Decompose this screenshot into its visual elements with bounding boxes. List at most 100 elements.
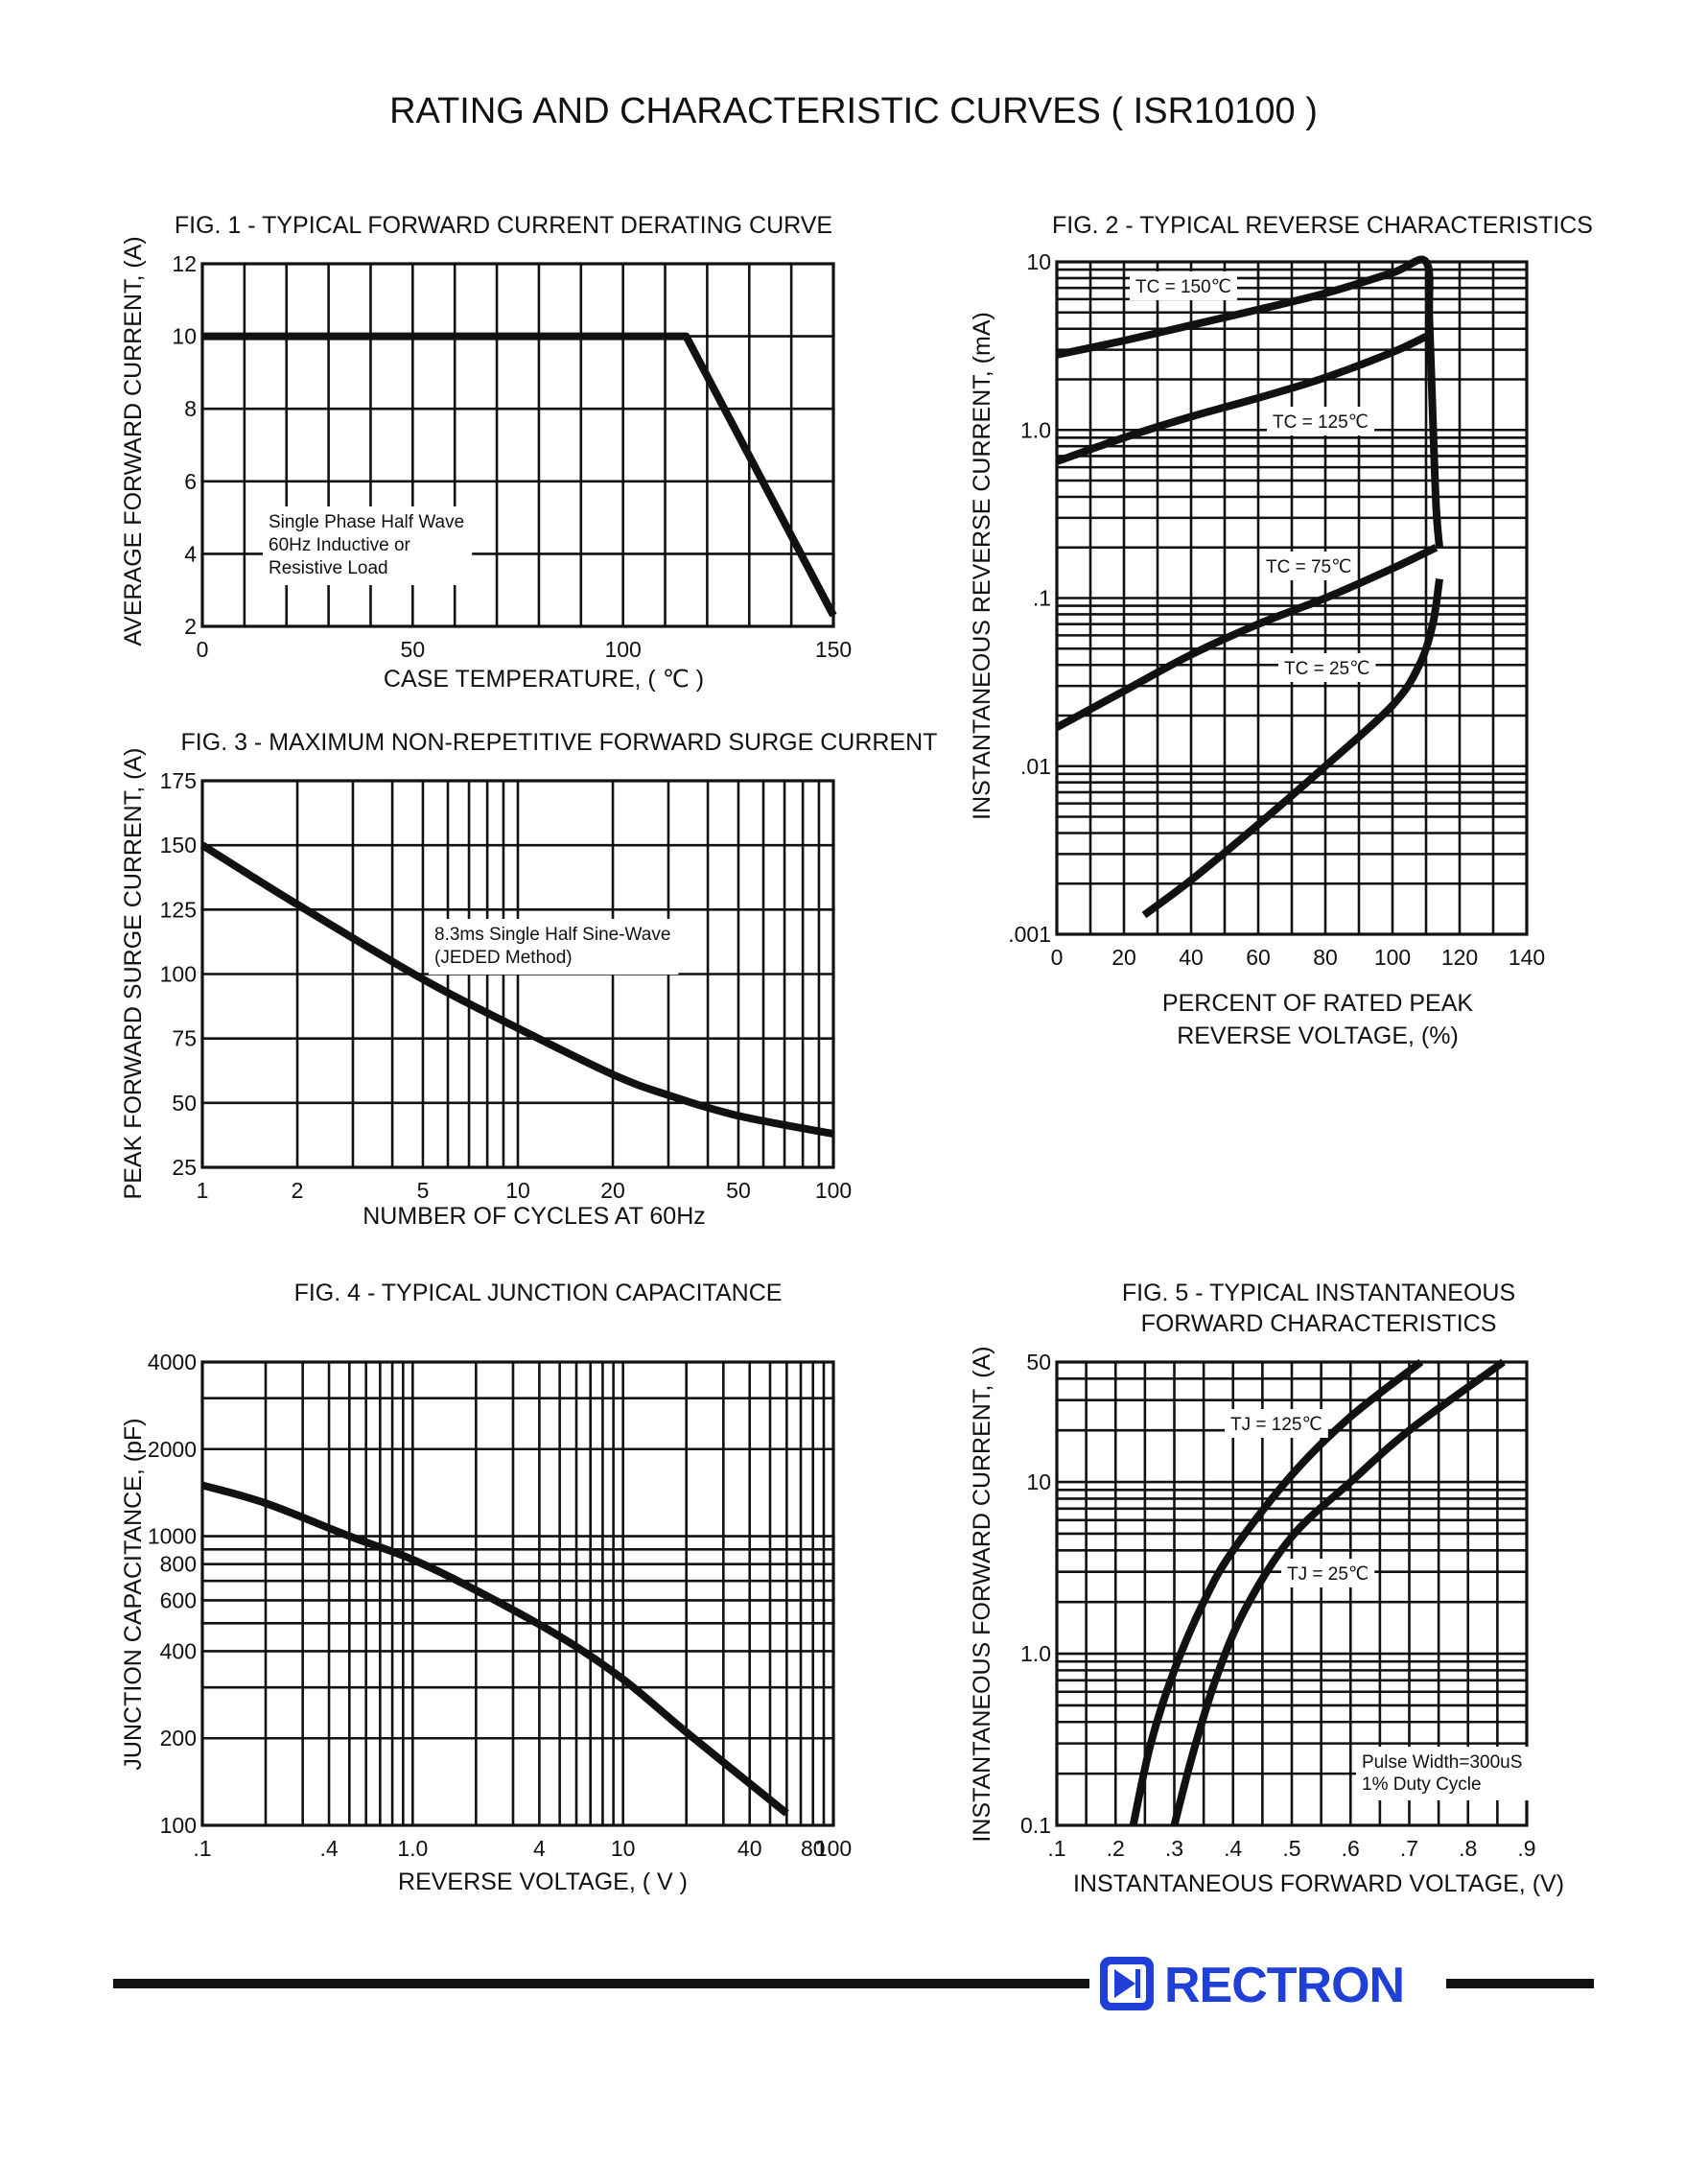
chart-note: 8.3ms Single Half Sine-Wave: [434, 925, 670, 945]
y-tick-label: 125: [160, 897, 197, 922]
y-tick-label: 75: [172, 1026, 197, 1051]
y-tick-label: 2: [184, 614, 197, 639]
y-tick-label: 0.1: [1020, 1813, 1051, 1838]
chart-note: Pulse Width=300uS: [1362, 1752, 1522, 1773]
y-tick-label: 400: [160, 1638, 197, 1663]
series-label: TC = 75℃: [1266, 557, 1351, 577]
plot-frame: [1055, 260, 1529, 936]
chart-title: FIG. 2 - TYPICAL REVERSE CHARACTERISTICS: [1052, 212, 1593, 239]
y-axis-label: JUNCTION CAPACITANCE, (pF): [120, 1418, 147, 1770]
x-axis-label: CASE TEMPERATURE, ( ℃ ): [384, 666, 704, 693]
series-curve-tc-25-: [1141, 577, 1443, 919]
x-tick-label: 100: [1374, 945, 1411, 970]
footer-rule-right: [1446, 1979, 1594, 1988]
y-tick-label: 800: [160, 1552, 197, 1577]
page-title: RATING AND CHARACTERISTIC CURVES ( ISR10…: [389, 91, 1318, 131]
series-curve-tc-125-: [1055, 333, 1428, 465]
x-tick-label: 5: [417, 1178, 430, 1203]
y-tick-label: 50: [1026, 1350, 1051, 1375]
chart-note: (JEDED Method): [434, 948, 573, 968]
x-tick-label: 0: [1051, 945, 1064, 970]
y-tick-label: 1000: [148, 1524, 197, 1549]
y-tick-label: 10: [1026, 1469, 1051, 1494]
chart-note: 1% Duty Cycle: [1362, 1774, 1482, 1795]
x-tick-label: 10: [611, 1836, 636, 1861]
x-tick-label: .4: [1224, 1836, 1242, 1861]
y-tick-label: 1.0: [1020, 417, 1051, 442]
y-axis-label: PEAK FORWARD SURGE CURRENT, (A): [120, 748, 147, 1200]
x-tick-label: 4: [533, 1836, 546, 1861]
y-axis-label: AVERAGE FORWARD CURRENT, (A): [120, 236, 147, 646]
series-label-bg: [1260, 552, 1358, 580]
y-tick-label: 10: [172, 324, 197, 349]
x-axis-label: NUMBER OF CYCLES AT 60Hz: [363, 1203, 706, 1230]
plot-frame: [200, 1360, 835, 1827]
x-tick-label: 40: [1179, 945, 1204, 970]
x-tick-label: 120: [1441, 945, 1478, 970]
y-tick-label: 6: [184, 469, 197, 494]
x-tick-label: 100: [815, 1836, 852, 1861]
y-tick-label: .01: [1020, 754, 1051, 779]
y-tick-label: 8: [184, 396, 197, 421]
chart-title: FORWARD CHARACTERISTICS: [1141, 1310, 1497, 1337]
x-axis-label: PERCENT OF RATED PEAK: [1162, 990, 1473, 1017]
x-tick-label: .1: [193, 1836, 211, 1861]
fig5-chart: .1 .2 .3 .4 .5 .6 .7 .8 .9 0.1 1.0 10 50 FIG. 5 - TYP…: [969, 1280, 1564, 1897]
y-tick-label: 200: [160, 1726, 197, 1751]
x-tick-label: 20: [600, 1178, 625, 1203]
x-tick-label: 0: [197, 637, 209, 662]
x-tick-label: 2: [292, 1178, 304, 1203]
chart-title: FIG. 3 - MAXIMUM NON-REPETITIVE FORWARD …: [181, 729, 938, 756]
fig2-chart: 0 20 40 60 80 100 120 140 10 1.0 .1 .01 .001 FIG. 2 -…: [969, 212, 1593, 1049]
plot-frame: [200, 262, 835, 628]
chart-note: 60Hz Inductive or: [269, 535, 411, 555]
x-tick-label: 1.0: [397, 1836, 428, 1861]
series-label: TC = 150℃: [1135, 277, 1231, 297]
x-tick-label: .8: [1459, 1836, 1477, 1861]
x-tick-label: 150: [815, 637, 852, 662]
series-label: TC = 25℃: [1284, 659, 1369, 679]
chart-note: Single Phase Half Wave: [269, 512, 464, 532]
x-tick-label: .7: [1400, 1836, 1418, 1861]
series-curve-tj-25-: [1170, 1358, 1506, 1826]
x-tick-label: 50: [401, 637, 426, 662]
y-tick-label: 10: [1026, 249, 1051, 274]
x-tick-label: 40: [737, 1836, 762, 1861]
series-curve-tj-125-: [1129, 1358, 1424, 1826]
fig4-chart: .1.4 1.0 4 10 40 8010010020040060080010002000…: [120, 1280, 852, 1895]
y-tick-label: .1: [1033, 586, 1051, 611]
y-tick-label: 50: [172, 1091, 197, 1116]
plot-frame: [1055, 1360, 1529, 1827]
rectron-logo-icon: [1100, 1957, 1154, 2010]
series-curve-tc-75-: [1055, 544, 1439, 731]
x-axis-label: REVERSE VOLTAGE, (%): [1177, 1022, 1459, 1049]
y-tick-label: 25: [172, 1155, 197, 1180]
x-tick-label: .4: [319, 1836, 338, 1861]
x-tick-label: 1: [197, 1178, 209, 1203]
chart-title: FIG. 4 - TYPICAL JUNCTION CAPACITANCE: [294, 1280, 783, 1306]
x-tick-label: .9: [1517, 1836, 1535, 1861]
y-tick-label: 1.0: [1020, 1641, 1051, 1666]
series-curve: [199, 841, 834, 1139]
y-tick-label: 12: [172, 251, 197, 276]
note-box: [263, 506, 473, 585]
y-axis-label: INSTANTANEOUS REVERSE CURRENT, (mA): [969, 312, 995, 820]
series-label-bg: [1281, 1559, 1375, 1587]
series-curve: [200, 1481, 789, 1817]
note-box: [1356, 1747, 1531, 1800]
x-tick-label: .3: [1165, 1836, 1183, 1861]
series-label: TC = 125℃: [1273, 412, 1369, 433]
y-tick-label: .001: [1008, 922, 1051, 947]
x-tick-label: 100: [815, 1178, 852, 1203]
series-label: TJ = 125℃: [1230, 1415, 1322, 1435]
footer: RECTRON: [113, 1957, 1594, 2013]
footer-rule-left: [113, 1979, 1089, 1988]
y-tick-label: 600: [160, 1587, 197, 1612]
series-label: TJ = 25℃: [1287, 1564, 1369, 1585]
x-tick-label: 10: [505, 1178, 530, 1203]
series-curve: [202, 332, 837, 618]
y-tick-label: 2000: [148, 1437, 197, 1462]
